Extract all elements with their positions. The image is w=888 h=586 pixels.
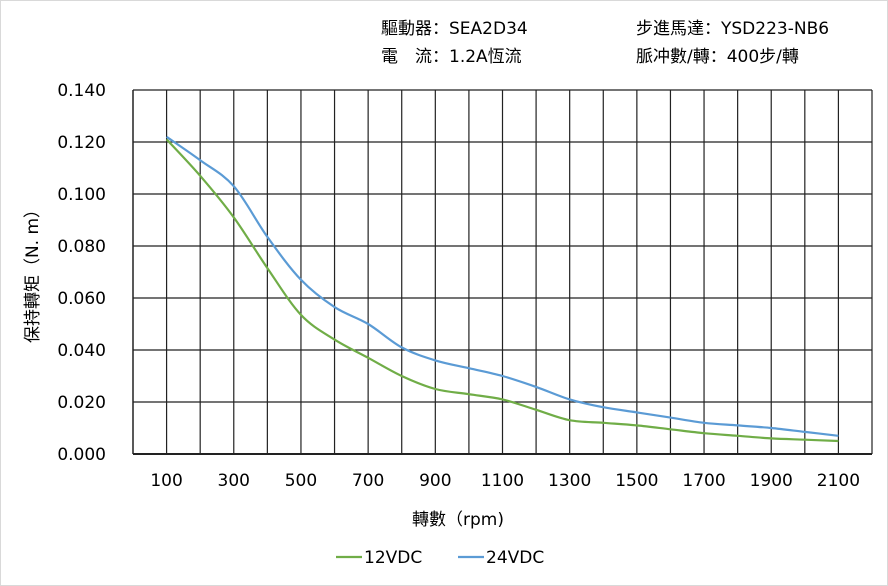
- grid: [132, 89, 873, 455]
- x-tick-label: 2100: [817, 471, 860, 491]
- y-tick-label: 0.140: [57, 81, 106, 101]
- current-label: 電 流：1.2A恆流: [381, 47, 522, 67]
- x-tick-label: 700: [352, 471, 384, 491]
- y-tick-label: 0.100: [57, 185, 106, 205]
- series-lines: [165, 135, 839, 443]
- x-tick-label: 1500: [615, 471, 658, 491]
- legend: 12VDC 24VDC: [336, 548, 544, 568]
- series-line-24VDC: [165, 135, 839, 437]
- y-tick-label: 0.040: [57, 341, 106, 361]
- y-axis-label: 保持轉矩（N. m）: [23, 201, 43, 343]
- y-tick-label: 0.120: [57, 133, 106, 153]
- x-tick-label: 500: [285, 471, 317, 491]
- y-tick-label: 0.080: [57, 237, 106, 257]
- x-tick-label: 300: [218, 471, 250, 491]
- x-tick-label: 1300: [548, 471, 591, 491]
- legend-label: 24VDC: [486, 548, 544, 568]
- x-tick-label: 1700: [682, 471, 725, 491]
- y-tick-label: 0.060: [57, 289, 106, 309]
- x-ticks: 100 300 500 700 900 1100 1300 1500 1700 1900 2100: [150, 471, 860, 491]
- legend-label: 12VDC: [364, 548, 422, 568]
- driver-label: 驅動器：SEA2D34: [381, 19, 528, 39]
- pulses-label: 脈冲數/轉：400步/轉: [636, 47, 799, 67]
- y-tick-label: 0.000: [57, 445, 106, 465]
- x-axis-label: 轉數（rpm): [412, 510, 504, 530]
- x-tick-label: 900: [419, 471, 451, 491]
- y-tick-label: 0.020: [57, 393, 106, 413]
- x-tick-label: 1900: [750, 471, 793, 491]
- motor-label: 步進馬達：YSD223-NB6: [636, 19, 829, 39]
- x-tick-label: 100: [150, 471, 182, 491]
- y-ticks: 0.000 0.020 0.040 0.060 0.080 0.100 0.120 0.140: [57, 81, 106, 465]
- x-tick-label: 1100: [481, 471, 524, 491]
- series-line-12VDC: [165, 138, 839, 443]
